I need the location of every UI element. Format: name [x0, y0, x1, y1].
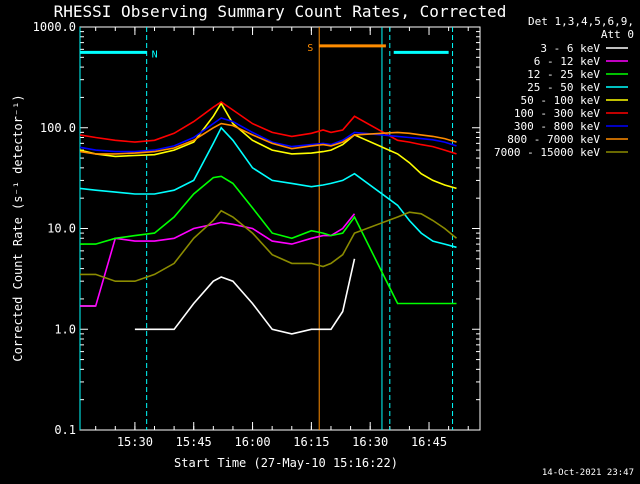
- legend-entry-label: 50 - 100 keV: [521, 94, 601, 107]
- series-line-3-6keV: [80, 258, 356, 335]
- series-line-12-25keV: [80, 175, 457, 305]
- y-tick-label: 100.0: [40, 121, 76, 135]
- legend-entry-label: 25 - 50 keV: [527, 81, 600, 94]
- flag-label: N: [152, 49, 158, 60]
- x-tick-label: 16:30: [352, 435, 388, 449]
- x-tick-label: 16:45: [411, 435, 447, 449]
- chart-title: RHESSI Observing Summary Count Rates, Co…: [54, 2, 507, 21]
- legend-entry-label: 100 - 300 keV: [514, 107, 600, 120]
- plot-area: 0.1 1.0 10.0 100.0 1000.0 15:30 15:45 16:00 16:1…: [33, 20, 628, 449]
- series-line-800-7000keV: [79, 122, 457, 155]
- y-axis-label: Corrected Count Rate (s⁻¹ detector⁻¹): [11, 94, 25, 361]
- legend-header: Det 1,3,4,5,6,9, Att 0: [528, 15, 634, 41]
- legend-attenuator: Att 0: [601, 28, 634, 41]
- series-line-6-12keV: [80, 213, 356, 307]
- legend-entry-label: 3 - 6 keV: [540, 42, 600, 55]
- flag-label: S: [307, 43, 313, 54]
- legend-entry-label: 12 - 25 keV: [527, 68, 600, 81]
- series-line-50-100keV: [79, 101, 457, 190]
- plot-frame: [79, 26, 481, 431]
- legend-entry-label: 800 - 7000 keV: [507, 133, 600, 146]
- y-tick-label: 0.1: [54, 423, 76, 437]
- legend-entry-label: 300 - 800 keV: [514, 120, 600, 133]
- y-tick-label: 10.0: [47, 222, 76, 236]
- y-tick-label: 1.0: [54, 322, 76, 336]
- series-line-100-300keV: [79, 101, 457, 155]
- y-tick-label: 1000.0: [33, 20, 76, 34]
- legend-detectors: Det 1,3,4,5,6,9,: [528, 15, 634, 28]
- x-axis-label: Start Time (27-May-10 15:16:22): [174, 456, 398, 470]
- x-tick-label: 16:15: [293, 435, 329, 449]
- legend-entry-label: 6 - 12 keV: [534, 55, 601, 68]
- series-line-7000-15000keV: [80, 209, 458, 282]
- series-line-25-50keV: [79, 126, 457, 249]
- x-tick-label: 16:00: [234, 435, 270, 449]
- x-tick-label: 15:30: [117, 435, 153, 449]
- legend-entry-label: 7000 - 15000 keV: [494, 146, 600, 159]
- series-line-300-800keV: [79, 117, 457, 153]
- footer-timestamp: 14-Oct-2021 23:47: [542, 468, 634, 478]
- x-tick-label: 15:45: [176, 435, 212, 449]
